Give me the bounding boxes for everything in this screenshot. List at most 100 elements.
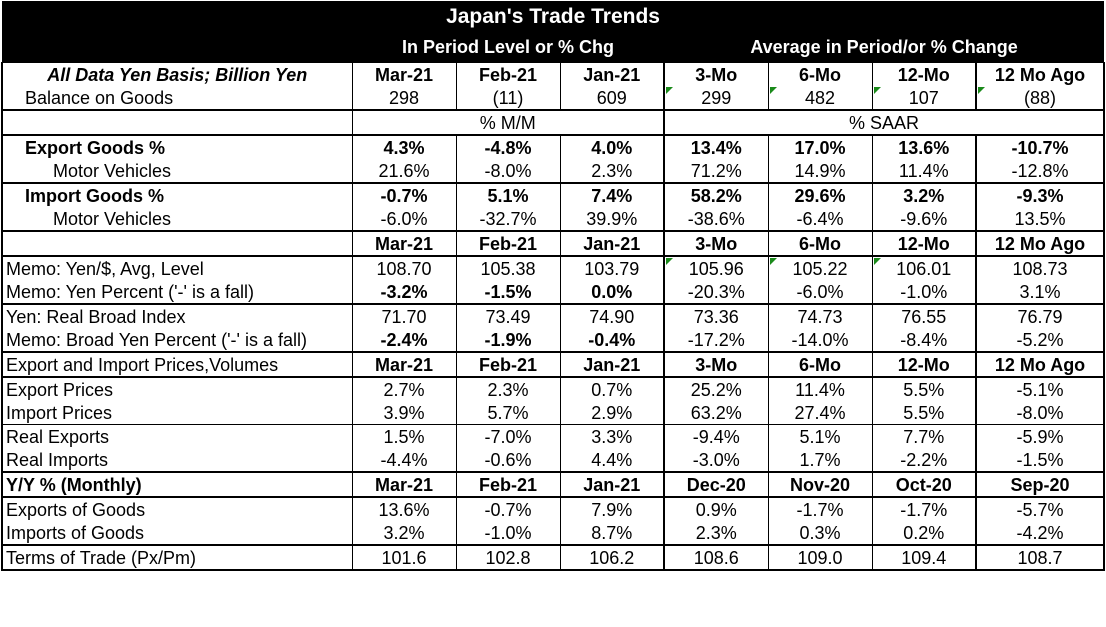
col-header: 3-Mo <box>663 62 769 86</box>
cell: -7.0% <box>456 424 561 448</box>
col-header: Jan-21 <box>560 352 665 378</box>
cell: 39.9% <box>560 207 665 232</box>
cell: -14.0% <box>768 328 873 353</box>
cell: 103.79 <box>560 256 665 280</box>
cell: 5.7% <box>456 401 561 425</box>
col-header: Jan-21 <box>560 62 665 86</box>
cell: 74.90 <box>560 304 665 328</box>
col-header: Sep-20 <box>974 472 1106 498</box>
cell: 1.5% <box>352 424 457 448</box>
cell: -4.2% <box>974 521 1106 546</box>
cell: -5.7% <box>974 497 1106 521</box>
flag-marker <box>769 87 777 94</box>
cell: 0.3% <box>768 521 873 546</box>
row-label: Imports of Goods <box>1 521 353 546</box>
cell: 609 <box>560 86 665 111</box>
table-row: Memo: Yen/$, Avg, Level 108.70 105.38 10… <box>1 256 1106 280</box>
cell: 8.7% <box>560 521 665 546</box>
cell: -1.5% <box>974 448 1106 473</box>
cell: -9.3% <box>974 183 1106 207</box>
cell: 7.7% <box>872 424 977 448</box>
cell: 14.9% <box>768 159 873 184</box>
cell: 27.4% <box>768 401 873 425</box>
table-row: Memo: Yen Percent ('-' is a fall) -3.2% … <box>1 280 1106 305</box>
cell: 13.4% <box>663 135 769 159</box>
cell: 2.3% <box>560 159 665 184</box>
cell: 2.9% <box>560 401 665 425</box>
row-label: Import Prices <box>1 401 353 425</box>
group-header-row: In Period Level or % Chg Average in Peri… <box>2 32 1105 63</box>
group-right-label: Average in Period/or % Change <box>664 32 1105 63</box>
col-header: Mar-21 <box>352 472 457 498</box>
unit-row: % M/M % SAAR <box>1 110 1106 136</box>
cell: -2.4% <box>352 328 457 353</box>
cell: 2.3% <box>663 521 769 546</box>
cell: 109.4 <box>872 545 977 571</box>
row-label: Memo: Broad Yen Percent ('-' is a fall) <box>1 328 353 353</box>
cell: -1.0% <box>872 280 977 305</box>
cell: -17.2% <box>663 328 769 353</box>
blank-cell <box>1 110 353 136</box>
cell: -12.8% <box>974 159 1106 184</box>
unit-right: % SAAR <box>662 110 1106 136</box>
cell: -1.9% <box>456 328 561 353</box>
data-basis-label: All Data Yen Basis; Billion Yen <box>1 62 353 86</box>
cell: 0.0% <box>560 280 665 305</box>
cell: -9.6% <box>872 207 977 232</box>
table-row: Real Imports -4.4% -0.6% 4.4% -3.0% 1.7%… <box>1 448 1106 473</box>
cell: 71.2% <box>663 159 769 184</box>
table-row: Real Exports 1.5% -7.0% 3.3% -9.4% 5.1% … <box>1 424 1106 448</box>
column-header-row: All Data Yen Basis; Billion Yen Mar-21 F… <box>1 62 1106 86</box>
cell: 5.5% <box>872 401 977 425</box>
col-header: Jan-21 <box>560 472 665 498</box>
cell-value: 106.01 <box>896 258 952 279</box>
table-row: Balance on Goods 298 (11) 609 299 482 10… <box>1 86 1106 111</box>
cell: 2.7% <box>352 377 457 401</box>
table-row: Exports of Goods 13.6% -0.7% 7.9% 0.9% -… <box>1 497 1106 521</box>
table-row: Imports of Goods 3.2% -1.0% 8.7% 2.3% 0.… <box>1 521 1106 546</box>
col-header: 6-Mo <box>768 62 873 86</box>
cell: -4.8% <box>456 135 561 159</box>
col-header: Nov-20 <box>768 472 873 498</box>
cell: -6.0% <box>352 207 457 232</box>
cell: 106.01 <box>872 256 977 280</box>
column-header-row: Export and Import Prices,Volumes Mar-21 … <box>1 352 1106 378</box>
cell: 105.96 <box>663 256 769 280</box>
flag-marker <box>873 258 881 265</box>
table-row: Memo: Broad Yen Percent ('-' is a fall) … <box>1 328 1106 353</box>
blank-cell <box>1 231 353 257</box>
cell: 13.6% <box>872 135 977 159</box>
cell: -1.7% <box>768 497 873 521</box>
col-header: 3-Mo <box>663 352 769 378</box>
unit-left: % M/M <box>352 110 665 136</box>
cell: -20.3% <box>663 280 769 305</box>
cell: -0.4% <box>560 328 665 353</box>
col-header: 12 Mo Ago <box>974 352 1106 378</box>
cell: -0.7% <box>456 497 561 521</box>
cell: 0.2% <box>872 521 977 546</box>
flag-marker <box>978 87 985 94</box>
cell: 298 <box>352 86 457 111</box>
col-header: Mar-21 <box>352 352 457 378</box>
cell: (11) <box>456 86 561 111</box>
cell: 4.3% <box>352 135 457 159</box>
cell: -6.0% <box>768 280 873 305</box>
cell: 13.5% <box>974 207 1106 232</box>
cell: -5.9% <box>974 424 1106 448</box>
cell: 25.2% <box>663 377 769 401</box>
cell: -8.0% <box>456 159 561 184</box>
table-row: Motor Vehicles -6.0% -32.7% 39.9% -38.6%… <box>1 207 1106 232</box>
cell: -8.4% <box>872 328 977 353</box>
cell: -9.4% <box>663 424 769 448</box>
col-header: 12 Mo Ago <box>974 231 1106 257</box>
cell: 17.0% <box>768 135 873 159</box>
col-header: Jan-21 <box>560 231 665 257</box>
col-header: 3-Mo <box>663 231 769 257</box>
col-header: Mar-21 <box>352 62 457 86</box>
cell: 3.2% <box>872 183 977 207</box>
cell: 58.2% <box>663 183 769 207</box>
title-row: Japan's Trade Trends <box>2 1 1105 32</box>
cell: 71.70 <box>352 304 457 328</box>
col-header: Feb-21 <box>456 352 561 378</box>
cell: 5.1% <box>456 183 561 207</box>
